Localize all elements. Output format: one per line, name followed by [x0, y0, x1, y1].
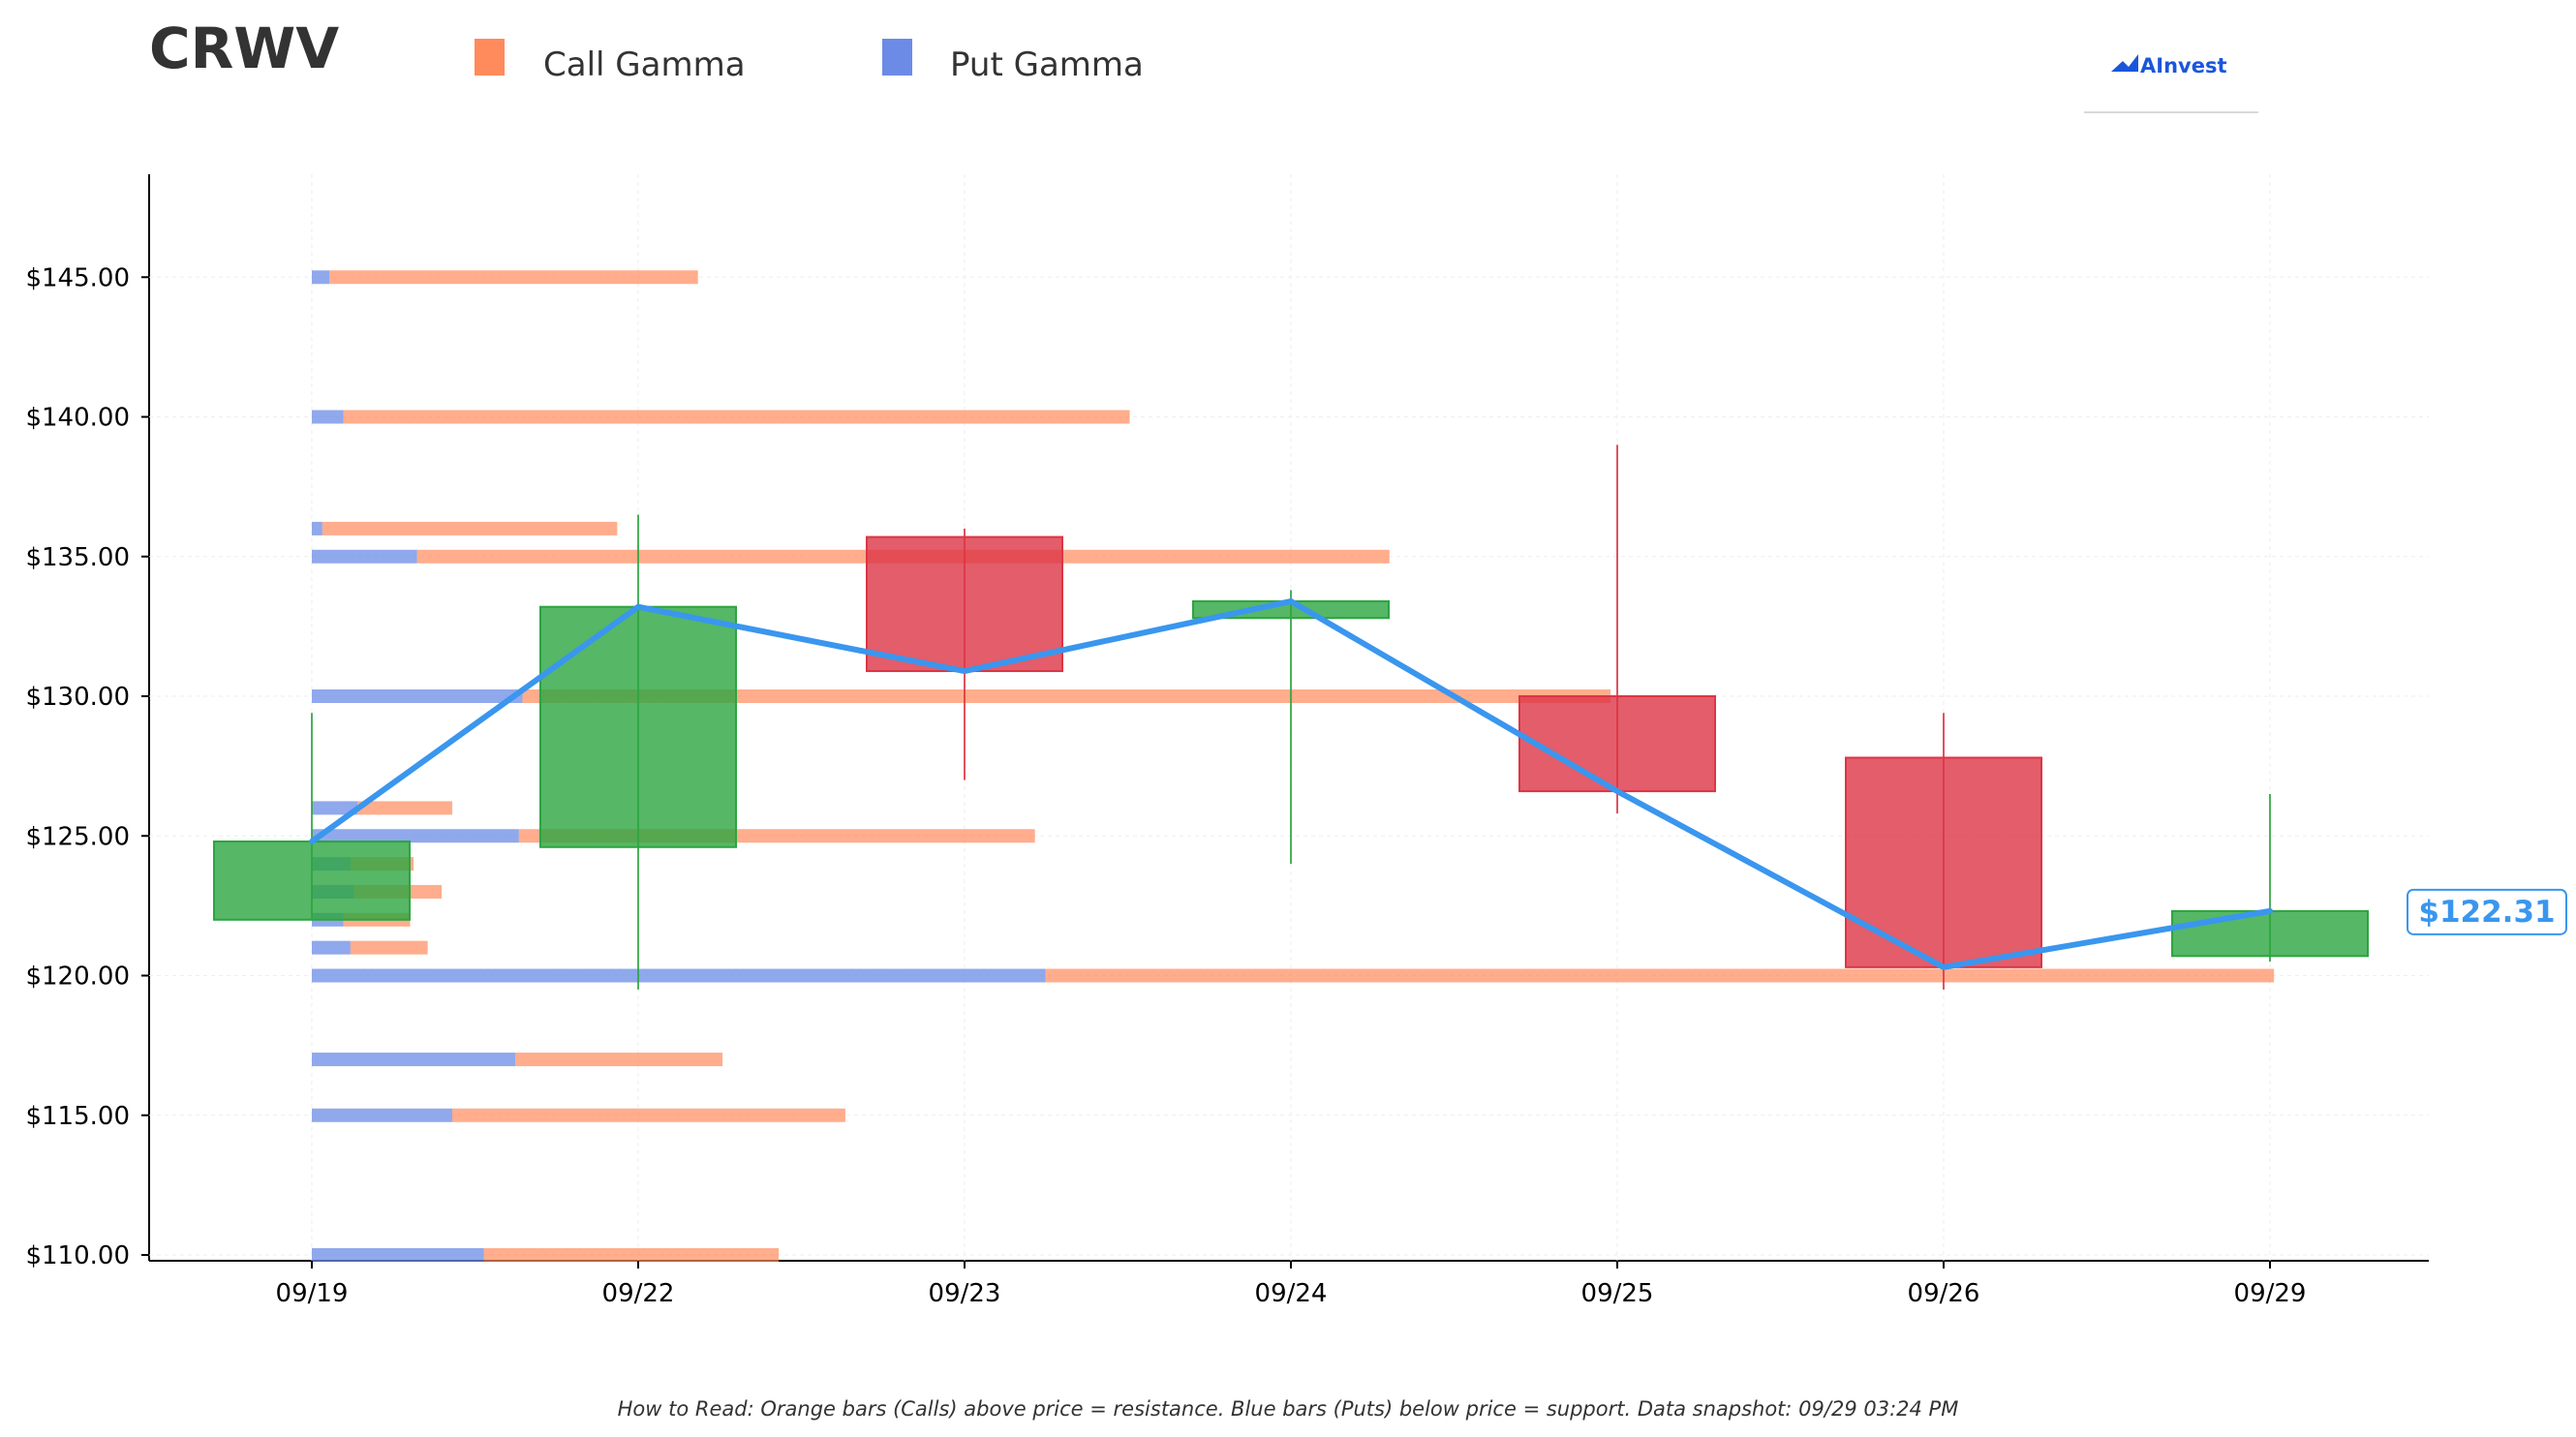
y-tick-label: $110.00 [25, 1241, 130, 1270]
ainvest-logo: AInvest [2084, 54, 2258, 113]
candle-body [1845, 756, 2042, 968]
put-gamma-bar [312, 410, 344, 424]
last-price-badge [2407, 888, 2567, 935]
y-tick-label: $125.00 [25, 822, 130, 851]
legend-call-swatch [475, 39, 505, 76]
put-gamma-bar [312, 1108, 452, 1122]
ticks: $110.00 $115.00 $120.00 $125.00 $130.00 $135.… [25, 263, 2306, 1308]
y-tick-label: $145.00 [25, 263, 130, 292]
call-gamma-bar [329, 270, 698, 285]
y-tick-label: $130.00 [25, 683, 130, 712]
legend-call-label: Call Gamma [543, 46, 746, 84]
candle-body [866, 535, 1063, 673]
call-gamma-bar [451, 1108, 845, 1122]
call-gamma-bar [350, 940, 428, 955]
candle-body [1518, 695, 1716, 793]
x-tick-label: 09/22 [602, 1279, 675, 1308]
y-tick-label: $120.00 [25, 963, 130, 992]
put-gamma-bar [312, 940, 351, 955]
candle-body [539, 605, 737, 848]
put-gamma-bar [312, 689, 523, 703]
candle-body [213, 841, 411, 921]
call-gamma-bar [515, 1053, 723, 1067]
candle-body [2171, 909, 2369, 958]
put-gamma-bar [312, 270, 330, 285]
put-gamma-bar [312, 968, 1046, 983]
legend-put-label: Put Gamma [950, 46, 1144, 84]
x-tick-label: 09/25 [1581, 1279, 1654, 1308]
grid [149, 174, 2429, 1261]
chart-title: CRWV [149, 15, 339, 81]
close-price-line [309, 597, 2273, 970]
y-tick-label: $135.00 [25, 543, 130, 572]
put-gamma-bar [312, 1248, 484, 1262]
put-gamma-bar [312, 829, 519, 843]
logo-chart-icon [2111, 54, 2138, 72]
call-gamma-bar [343, 410, 1130, 424]
put-gamma-bar [312, 521, 322, 535]
put-gamma-bar [312, 1053, 516, 1067]
call-gamma-bar [522, 689, 1611, 703]
x-tick-label: 09/19 [276, 1279, 349, 1308]
overlay: $122.31 [309, 597, 2567, 970]
x-tick-label: 09/29 [2234, 1279, 2307, 1308]
call-gamma-bar [483, 1248, 780, 1262]
x-tick-label: 09/23 [929, 1279, 1001, 1308]
y-tick-label: $140.00 [25, 404, 130, 433]
call-gamma-bar [357, 801, 452, 815]
logo-text: AInvest [2140, 54, 2227, 77]
legend-put-swatch [882, 39, 912, 76]
put-gamma-bar [312, 549, 417, 564]
y-tick-label: $115.00 [25, 1102, 130, 1131]
last-price-label: $122.31 [2418, 895, 2555, 930]
x-tick-label: 09/24 [1255, 1279, 1328, 1308]
x-tick-label: 09/26 [1908, 1279, 1980, 1308]
call-gamma-bar [322, 521, 618, 535]
put-gamma-bar [312, 801, 358, 815]
call-gamma-bar [1045, 968, 2275, 983]
footer-note: How to Read: Orange bars (Calls) above p… [618, 1397, 1959, 1421]
